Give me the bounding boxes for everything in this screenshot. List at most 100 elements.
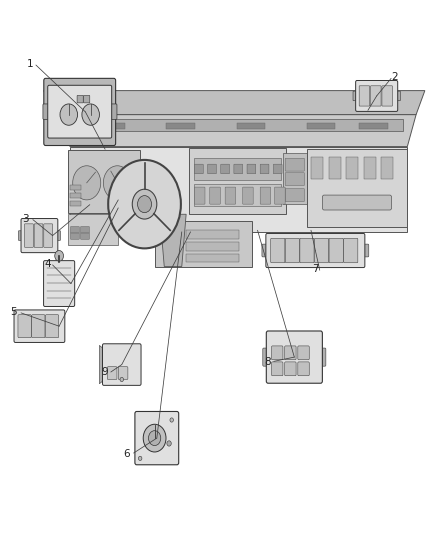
Circle shape <box>148 431 161 446</box>
FancyBboxPatch shape <box>311 157 323 179</box>
FancyBboxPatch shape <box>307 149 407 227</box>
FancyBboxPatch shape <box>66 119 403 131</box>
FancyBboxPatch shape <box>329 238 343 263</box>
FancyBboxPatch shape <box>56 231 60 240</box>
Bar <box>70 185 81 190</box>
FancyBboxPatch shape <box>25 224 33 247</box>
Text: 1: 1 <box>26 59 33 69</box>
FancyBboxPatch shape <box>344 238 358 263</box>
FancyBboxPatch shape <box>81 233 89 239</box>
Polygon shape <box>160 214 186 266</box>
FancyBboxPatch shape <box>21 219 58 253</box>
Polygon shape <box>70 147 407 232</box>
Bar <box>70 193 81 198</box>
FancyBboxPatch shape <box>81 227 89 233</box>
FancyBboxPatch shape <box>320 348 326 366</box>
FancyBboxPatch shape <box>68 150 140 213</box>
FancyBboxPatch shape <box>260 187 271 204</box>
Circle shape <box>60 104 78 125</box>
FancyBboxPatch shape <box>298 346 309 360</box>
FancyBboxPatch shape <box>298 362 309 376</box>
Text: 5: 5 <box>10 307 17 317</box>
FancyBboxPatch shape <box>194 187 205 204</box>
Circle shape <box>132 189 157 219</box>
FancyBboxPatch shape <box>96 123 125 129</box>
FancyBboxPatch shape <box>260 164 269 174</box>
FancyBboxPatch shape <box>300 238 314 263</box>
FancyBboxPatch shape <box>314 238 328 263</box>
FancyBboxPatch shape <box>14 310 65 343</box>
FancyBboxPatch shape <box>285 362 296 376</box>
FancyBboxPatch shape <box>234 164 243 174</box>
FancyBboxPatch shape <box>221 164 230 174</box>
FancyBboxPatch shape <box>186 242 239 251</box>
FancyBboxPatch shape <box>186 254 239 262</box>
FancyBboxPatch shape <box>247 164 256 174</box>
FancyBboxPatch shape <box>271 238 285 263</box>
Polygon shape <box>99 345 106 384</box>
FancyBboxPatch shape <box>194 184 281 206</box>
FancyBboxPatch shape <box>84 95 90 103</box>
FancyBboxPatch shape <box>285 173 304 185</box>
FancyBboxPatch shape <box>71 227 79 233</box>
Polygon shape <box>53 115 416 147</box>
FancyBboxPatch shape <box>44 78 116 146</box>
FancyBboxPatch shape <box>77 95 83 103</box>
FancyBboxPatch shape <box>194 158 281 180</box>
FancyBboxPatch shape <box>272 346 283 360</box>
Text: 2: 2 <box>391 72 398 82</box>
FancyBboxPatch shape <box>237 123 265 129</box>
Circle shape <box>143 424 166 452</box>
FancyBboxPatch shape <box>135 411 179 465</box>
FancyBboxPatch shape <box>189 148 286 214</box>
FancyBboxPatch shape <box>102 344 141 385</box>
FancyBboxPatch shape <box>118 367 128 379</box>
FancyBboxPatch shape <box>194 164 203 174</box>
Bar <box>70 201 81 206</box>
Text: 7: 7 <box>312 264 319 274</box>
FancyBboxPatch shape <box>44 261 74 306</box>
FancyBboxPatch shape <box>186 230 239 239</box>
Circle shape <box>103 166 131 200</box>
FancyBboxPatch shape <box>356 80 398 111</box>
FancyBboxPatch shape <box>266 233 365 268</box>
FancyBboxPatch shape <box>346 157 358 179</box>
FancyBboxPatch shape <box>263 348 269 366</box>
FancyBboxPatch shape <box>155 221 252 266</box>
FancyBboxPatch shape <box>328 157 341 179</box>
FancyBboxPatch shape <box>262 244 268 257</box>
FancyBboxPatch shape <box>371 86 381 106</box>
FancyBboxPatch shape <box>364 157 376 179</box>
FancyBboxPatch shape <box>34 224 43 247</box>
Circle shape <box>120 377 124 382</box>
Text: 4: 4 <box>44 259 51 269</box>
FancyBboxPatch shape <box>166 123 195 129</box>
FancyBboxPatch shape <box>243 187 253 204</box>
FancyBboxPatch shape <box>225 187 236 204</box>
FancyBboxPatch shape <box>359 86 370 106</box>
FancyBboxPatch shape <box>285 158 304 171</box>
FancyBboxPatch shape <box>18 231 23 240</box>
FancyBboxPatch shape <box>68 214 118 245</box>
FancyBboxPatch shape <box>71 233 79 239</box>
FancyBboxPatch shape <box>107 367 117 379</box>
Circle shape <box>55 251 64 261</box>
FancyBboxPatch shape <box>307 123 335 129</box>
Circle shape <box>138 456 142 461</box>
FancyBboxPatch shape <box>283 153 307 204</box>
FancyBboxPatch shape <box>382 86 392 106</box>
FancyBboxPatch shape <box>381 157 393 179</box>
FancyBboxPatch shape <box>359 123 388 129</box>
FancyBboxPatch shape <box>322 195 392 210</box>
FancyBboxPatch shape <box>285 189 304 201</box>
Text: 8: 8 <box>264 358 271 367</box>
FancyBboxPatch shape <box>285 238 300 263</box>
FancyBboxPatch shape <box>266 331 322 383</box>
FancyBboxPatch shape <box>18 314 31 338</box>
Circle shape <box>73 166 101 200</box>
FancyBboxPatch shape <box>48 85 112 138</box>
FancyBboxPatch shape <box>272 362 283 376</box>
FancyBboxPatch shape <box>353 91 357 101</box>
FancyBboxPatch shape <box>273 164 282 174</box>
Circle shape <box>82 104 99 125</box>
